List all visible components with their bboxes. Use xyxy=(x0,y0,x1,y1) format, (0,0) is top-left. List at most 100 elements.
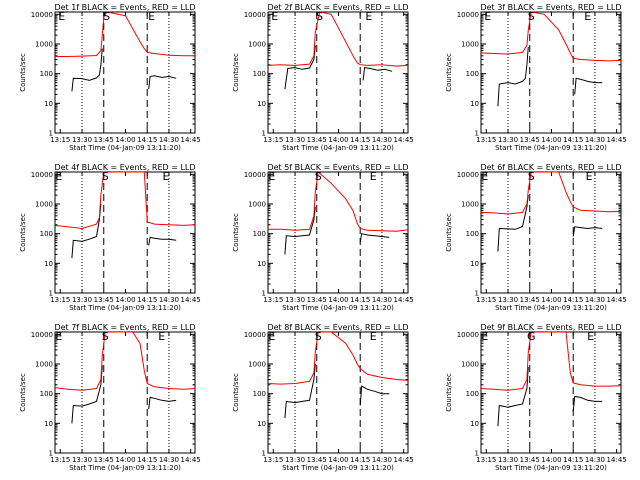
lld-series-line xyxy=(268,12,408,67)
x-tick-label: 13:30 xyxy=(285,136,305,144)
y-tick-label: 100 xyxy=(40,390,53,398)
events-series-line xyxy=(362,67,393,81)
interval-marker-label: S xyxy=(315,170,322,183)
series-group xyxy=(55,332,195,424)
y-tick-label: 1 xyxy=(49,130,53,138)
x-tick-label: 13:45 xyxy=(520,136,540,144)
interval-marker-label: E xyxy=(365,10,372,23)
y-tick-label: 10 xyxy=(44,420,53,428)
x-tick-label: 14:30 xyxy=(372,296,392,304)
x-tick-label: 13:45 xyxy=(94,296,114,304)
y-tick-label: 10 xyxy=(470,260,479,268)
plot-frame xyxy=(267,331,409,454)
y-axis-label: Counts/sec xyxy=(19,213,27,252)
events-series-line xyxy=(284,206,316,255)
x-tick-label: 13:30 xyxy=(498,456,518,464)
events-series-line xyxy=(71,365,103,424)
x-tick-label: 13:45 xyxy=(307,296,327,304)
x-tick-label: 13:30 xyxy=(285,456,305,464)
detector-panel-6: Det 6f BLACK = Events, RED = LLD Counts/s… xyxy=(445,163,627,312)
chart-title: Det 6f BLACK = Events, RED = LLD xyxy=(480,163,621,172)
x-tick-label: 14:15 xyxy=(563,296,583,304)
x-tick-label: 14:15 xyxy=(350,136,370,144)
y-tick-label: 10 xyxy=(44,100,53,108)
x-tick-label: 14:00 xyxy=(328,136,348,144)
y-tick-label: 100 xyxy=(466,390,479,398)
interval-marker-label: E xyxy=(268,170,275,183)
x-axis-label: Start Time (04-Jan-09 13:11:20) xyxy=(69,464,181,472)
y-axis-label: Counts/sec xyxy=(232,213,240,252)
chart-title: Det 3f BLACK = Events, RED = LLD xyxy=(480,3,621,12)
plot-frame xyxy=(480,331,622,454)
x-axis-label: Start Time (04-Jan-09 13:11:20) xyxy=(69,144,181,152)
x-tick-label: 14:00 xyxy=(541,456,561,464)
x-tick-label: 14:30 xyxy=(585,296,605,304)
interval-marker-label: E xyxy=(484,10,491,23)
y-tick-label: 10000 xyxy=(457,331,479,339)
x-tick-label: 14:00 xyxy=(115,136,135,144)
x-tick-label: 14:15 xyxy=(137,136,157,144)
x-tick-label: 14:00 xyxy=(328,296,348,304)
y-tick-label: 1000 xyxy=(461,201,479,209)
x-tick-label: 14:45 xyxy=(607,296,627,304)
y-axis-label: Counts/sec xyxy=(232,53,240,92)
interval-marker-label: E xyxy=(163,170,170,183)
x-tick-label: 14:00 xyxy=(541,136,561,144)
y-tick-label: 1000 xyxy=(248,41,266,49)
x-tick-label: 14:30 xyxy=(159,296,179,304)
y-tick-label: 10000 xyxy=(244,171,266,179)
events-series-line xyxy=(359,385,390,406)
events-series-line xyxy=(359,233,390,243)
x-tick-label: 14:45 xyxy=(607,136,627,144)
x-tick-label: 13:30 xyxy=(498,136,518,144)
chart-title: Det 7f BLACK = Events, RED = LLD xyxy=(54,323,195,332)
detector-panel-2: Det 2f BLACK = Events, RED = LLD Counts/s… xyxy=(232,3,414,152)
y-tick-label: 1000 xyxy=(35,41,53,49)
interval-marker-label: E xyxy=(481,170,488,183)
x-tick-label: 13:15 xyxy=(476,296,496,304)
x-tick-label: 13:45 xyxy=(94,456,114,464)
y-axis-label: Counts/sec xyxy=(445,373,453,412)
y-tick-label: 1 xyxy=(262,130,266,138)
series-group xyxy=(481,332,621,427)
interval-marker-label: E xyxy=(587,330,594,343)
x-tick-label: 14:15 xyxy=(350,456,370,464)
interval-marker-label: G xyxy=(527,330,536,343)
chart-title: Det 4f BLACK = Events, RED = LLD xyxy=(54,163,195,172)
x-tick-label: 14:45 xyxy=(394,136,414,144)
y-axis-label: Counts/sec xyxy=(445,213,453,252)
x-tick-label: 14:45 xyxy=(394,296,414,304)
y-tick-label: 1 xyxy=(475,450,479,458)
y-axis-label: Counts/sec xyxy=(19,53,27,92)
series-group xyxy=(268,12,408,90)
events-series-line xyxy=(284,45,316,90)
y-tick-label: 100 xyxy=(40,70,53,78)
y-tick-label: 1000 xyxy=(461,361,479,369)
chart-title: Det 9f BLACK = Events, RED = LLD xyxy=(480,323,621,332)
plot-frame xyxy=(480,11,622,134)
series-group xyxy=(481,12,621,107)
series-group xyxy=(55,172,195,259)
x-tick-label: 13:15 xyxy=(263,296,283,304)
plot-frame xyxy=(480,171,622,294)
detector-panel-3: Det 3f BLACK = Events, RED = LLD Counts/s… xyxy=(445,3,627,152)
y-tick-label: 10000 xyxy=(244,331,266,339)
detector-panel-5: Det 5f BLACK = Events, RED = LLD Counts/s… xyxy=(232,163,414,312)
lld-series-line xyxy=(55,332,195,391)
y-tick-label: 1 xyxy=(262,450,266,458)
events-series-line xyxy=(497,195,529,252)
interval-marker-label: E xyxy=(58,10,65,23)
x-tick-label: 13:15 xyxy=(50,456,70,464)
x-tick-label: 13:30 xyxy=(498,296,518,304)
events-series-line xyxy=(148,236,177,246)
x-axis-label: Start Time (04-Jan-09 13:11:20) xyxy=(282,144,394,152)
y-tick-label: 1000 xyxy=(461,41,479,49)
interval-marker-label: E xyxy=(584,10,591,23)
y-tick-label: 10 xyxy=(470,100,479,108)
y-tick-label: 1 xyxy=(475,290,479,298)
x-tick-label: 14:00 xyxy=(541,296,561,304)
interval-marker-label: E xyxy=(148,10,155,23)
x-tick-label: 14:45 xyxy=(394,456,414,464)
